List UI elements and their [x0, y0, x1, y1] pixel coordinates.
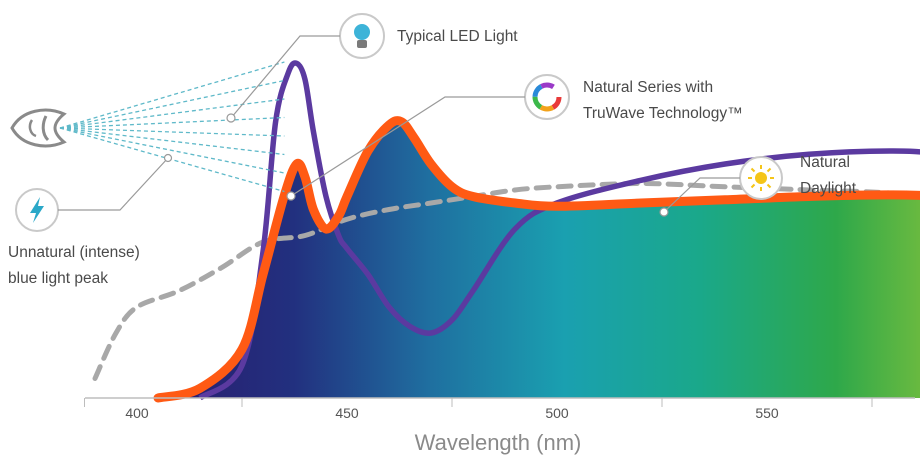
eye-ray — [59, 127, 285, 156]
blue-peak-callout-line — [58, 157, 169, 211]
natural-series-callout-line — [290, 96, 525, 197]
color-wheel-icon — [524, 74, 570, 120]
x-axis-label: Wavelength (nm) — [415, 430, 582, 455]
x-tick-label: 550 — [755, 405, 779, 421]
spectrum-fill-layer — [158, 120, 920, 398]
typical-led-callout-dot — [226, 113, 236, 123]
daylight-label-line1: Natural — [800, 154, 850, 171]
natural-series-label-line1: Natural Series with — [583, 79, 713, 96]
eye-ray — [59, 127, 285, 137]
sun-icon — [739, 156, 783, 200]
natural-series-callout-dot — [286, 191, 296, 201]
natural-layer — [153, 116, 920, 403]
eye-ray — [59, 98, 285, 129]
led-layer — [198, 60, 920, 401]
x-ticks: 400450500550600650700750 — [84, 398, 873, 421]
series-line-natural-truwave — [153, 116, 920, 403]
x-tick-label: 450 — [335, 405, 359, 421]
blue-peak-label-line1: Unnatural (intense) — [8, 244, 140, 261]
bulb-icon — [339, 13, 385, 59]
eye-ray — [59, 79, 285, 129]
eye-ray — [59, 127, 285, 193]
daylight-callout-line — [663, 177, 740, 213]
x-tick-label: 400 — [125, 405, 149, 421]
blue-peak-callout-dot — [163, 153, 173, 163]
daylight-label-line2: Daylight — [800, 180, 857, 197]
eye-ray — [59, 61, 285, 129]
typical-led-callout-line — [230, 35, 340, 119]
lightning-icon — [15, 188, 59, 232]
daylight-callout-dot — [659, 207, 669, 217]
x-tick-label: 500 — [545, 405, 569, 421]
series-line-typical-led — [198, 60, 920, 401]
blue-peak-label-line2: blue light peak — [8, 270, 108, 287]
eye-ray — [59, 116, 285, 129]
eye-icon — [10, 108, 67, 148]
spectrum-area — [158, 120, 920, 398]
typical-led-label: Typical LED Light — [397, 28, 518, 45]
eye-rays — [59, 61, 285, 193]
natural-series-label-line2: TruWave Technology™ — [583, 105, 743, 122]
eye-ray — [59, 127, 285, 174]
